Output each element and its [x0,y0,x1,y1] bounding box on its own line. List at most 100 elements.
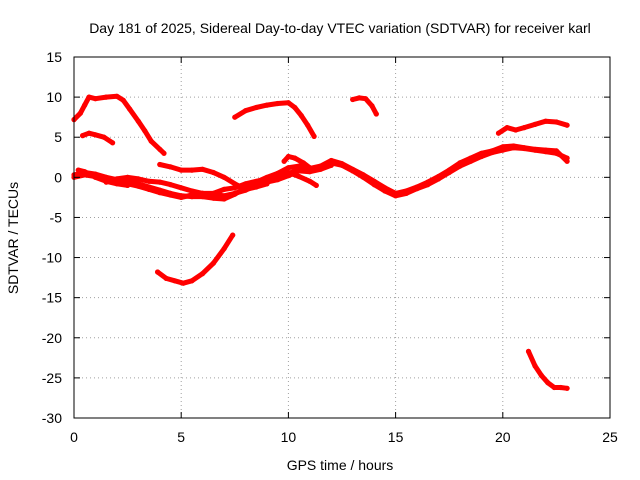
data-point [210,169,216,176]
data-point [393,190,399,196]
data-point [532,121,538,127]
data-point [125,182,131,188]
data-point [328,162,334,168]
data-point [253,184,259,190]
y-tick-label: 10 [46,89,62,105]
data-point [200,271,206,277]
data-point [178,194,184,200]
y-tick-label: 5 [54,129,62,145]
data-point [120,97,126,103]
data-point [92,132,98,138]
data-point [296,173,302,180]
data-point [275,100,281,107]
data-point [414,184,420,190]
data-point [281,158,287,164]
data-point [521,145,527,151]
data-point [545,380,551,386]
data-point [521,125,527,131]
data-point [292,155,298,161]
data-point [403,188,409,194]
data-point [80,133,86,139]
data-point [210,191,216,197]
data-point [307,165,313,171]
data-series [71,93,570,391]
data-point [114,176,120,182]
data-point [564,122,570,128]
y-tick-label: -10 [42,250,62,266]
chart-title: Day 181 of 2025, Sidereal Day-to-day VTE… [89,20,591,36]
data-point [363,96,369,102]
data-point [285,153,291,160]
data-point [373,111,379,117]
data-point [300,160,306,166]
data-point [435,173,442,180]
data-point [189,188,195,194]
data-point [161,150,167,156]
data-point [103,94,109,100]
data-point [92,96,98,102]
data-point [285,100,291,106]
y-tick-label: -30 [42,410,62,426]
data-point [103,178,109,184]
x-tick-label: 20 [495,429,511,445]
data-point [558,384,564,391]
data-point [339,161,345,167]
data-point [178,167,184,173]
data-point [157,161,163,168]
data-point [110,140,116,146]
x-axis-label: GPS time / hours [287,457,394,473]
data-point [92,174,98,180]
data-point [230,232,236,238]
data-point [538,372,545,379]
data-point [446,167,452,173]
data-point [200,166,206,172]
data-point [189,278,195,284]
data-point [157,190,163,196]
data-point [532,363,538,369]
data-point [457,160,463,166]
data-point [101,134,107,140]
data-point [360,172,366,178]
data-point [318,166,324,172]
y-tick-label: -20 [42,330,62,346]
data-point [298,113,304,119]
x-tick-label: 0 [70,429,78,445]
data-point [277,171,283,177]
data-point [232,114,238,120]
data-point [489,148,495,154]
data-point [495,130,502,136]
plot-frame [73,56,611,419]
grid-lines [74,57,610,418]
data-point [146,178,152,184]
y-tick-label: -15 [42,290,62,306]
data-point [232,181,238,187]
data-point [221,186,227,192]
y-tick-label: -25 [42,370,62,386]
data-point [221,193,227,199]
series-arc-high-morning [71,93,167,156]
x-tick-label: 10 [281,429,297,445]
y-tick-label: 0 [54,169,62,185]
data-point [504,125,510,131]
data-point [114,93,120,99]
data-point [82,102,88,108]
data-point [178,185,184,191]
y-tick-label: -5 [50,209,63,225]
data-point [328,157,334,164]
data-point [350,96,356,103]
data-point [163,275,169,281]
data-point [142,128,148,134]
data-point [371,178,377,184]
data-point [356,95,362,101]
data-point [382,185,388,191]
data-point [292,104,298,111]
data-point [167,182,174,188]
data-point [135,183,141,189]
data-point [525,348,532,354]
data-point [180,280,186,286]
data-point [500,144,506,150]
data-point [167,164,174,170]
data-point [307,169,313,175]
data-point [264,181,270,187]
y-tick-label: 15 [46,49,62,65]
